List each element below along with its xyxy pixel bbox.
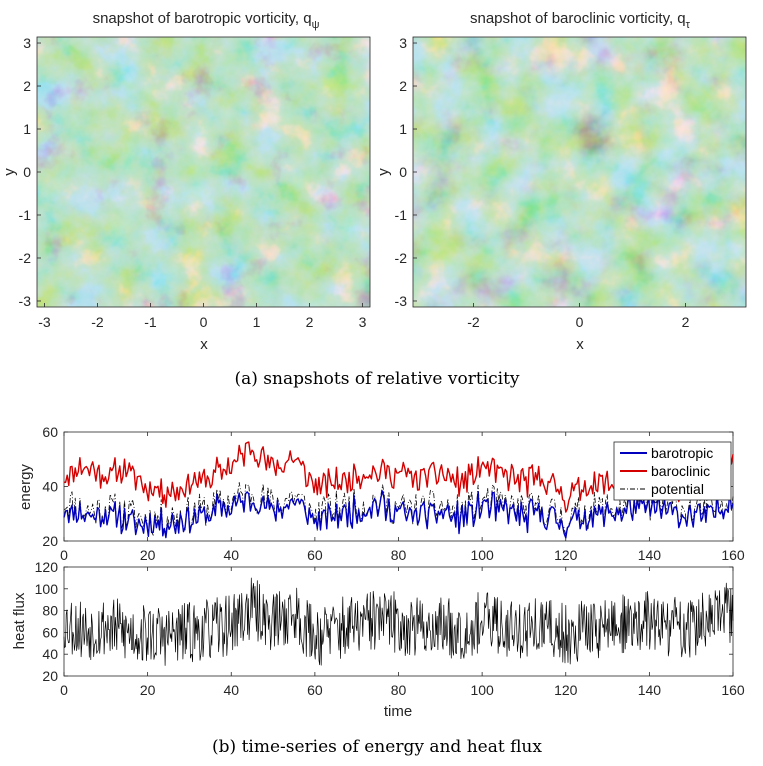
x-tick-label: 20 (140, 547, 156, 563)
x-tick-label: 20 (140, 682, 156, 698)
x-tick-label: 80 (391, 547, 407, 563)
x-tick-label: 0 (576, 314, 584, 330)
y-tick-label: 120 (35, 559, 59, 575)
legend-label-barotropic: barotropic (651, 445, 713, 461)
x-tick-label: 100 (470, 547, 494, 563)
y-tick-label: 40 (42, 646, 58, 662)
x-tick-label: 2 (682, 314, 690, 330)
x-tick-label: 0 (60, 547, 68, 563)
y-tick-label: 20 (42, 668, 58, 684)
y-tick-label: 3 (399, 35, 407, 51)
barotropic-title: snapshot of barotropic vorticity, qψ (93, 10, 320, 31)
legend-label-potential: potential (651, 481, 704, 497)
energy-legend: barotropic baroclinic potential (613, 441, 732, 501)
series-line-heat-flux (63, 577, 734, 666)
y-tick-label: -3 (19, 293, 32, 309)
series-line-barotropic (63, 489, 734, 539)
energy-ylabel: energy (17, 464, 34, 510)
x-tick-label: 2 (306, 314, 314, 330)
x-tick-label: 1 (253, 314, 261, 330)
y-tick-label: -3 (395, 293, 408, 309)
heatflux-ylabel: heat flux (11, 592, 28, 649)
y-tick-label: 20 (42, 533, 58, 549)
y-tick-label: -1 (395, 207, 408, 223)
x-tick-label: 140 (638, 682, 662, 698)
x-tick-label: 160 (721, 682, 745, 698)
y-tick-label: 0 (399, 164, 407, 180)
barotropic-ticks: -3 -2 -1 0 1 2 3 -3 -2 -1 0 1 2 3 (19, 35, 367, 330)
barotropic-panel: snapshot of barotropic vorticity, qψ -3-… (1, 10, 371, 353)
y-tick-label: 80 (42, 603, 58, 619)
y-tick-label: -1 (19, 207, 32, 223)
y-tick-label: 1 (23, 121, 31, 137)
baroclinic-title: snapshot of baroclinic vorticity, qτ (470, 10, 691, 31)
y-tick-label: 0 (23, 164, 31, 180)
x-tick-label: 0 (200, 314, 208, 330)
x-tick-label: -2 (91, 314, 104, 330)
x-tick-label: 40 (223, 682, 239, 698)
heatflux-lines (63, 577, 734, 666)
caption-a: (a) snapshots of relative vorticity (234, 369, 519, 389)
barotropic-ylabel: y (1, 168, 18, 176)
baroclinic-ylabel: y (375, 168, 392, 176)
y-tick-label: 40 (42, 479, 58, 495)
x-tick-label: 0 (60, 682, 68, 698)
x-tick-label: 60 (307, 682, 323, 698)
x-tick-label: 60 (307, 547, 323, 563)
barotropic-xlabel: x (200, 336, 208, 353)
series-line-potential (63, 482, 734, 536)
x-tick-label: 160 (721, 547, 745, 563)
x-tick-label: 120 (554, 682, 578, 698)
x-tick-label: 40 (223, 547, 239, 563)
baroclinic-xlabel: x (576, 336, 584, 353)
y-tick-label: 100 (35, 581, 59, 597)
x-tick-label: 80 (391, 682, 407, 698)
baroclinic-panel: snapshot of baroclinic vorticity, qτ -2 0… (375, 10, 747, 353)
x-tick-label: 3 (359, 314, 367, 330)
x-tick-label: 120 (554, 547, 578, 563)
y-tick-label: 2 (23, 78, 31, 94)
y-tick-label: 60 (42, 624, 58, 640)
y-tick-label: 2 (399, 78, 407, 94)
caption-b: (b) time-series of energy and heat flux (212, 737, 542, 757)
y-tick-label: -2 (19, 250, 32, 266)
legend-label-baroclinic: baroclinic (651, 463, 710, 479)
y-tick-label: 1 (399, 121, 407, 137)
baroclinic-vorticity-field (413, 37, 746, 307)
x-tick-label: 100 (470, 682, 494, 698)
barotropic-vorticity-field (37, 37, 370, 307)
x-tick-label: -3 (38, 314, 51, 330)
x-tick-label: 140 (638, 547, 662, 563)
x-tick-label: -2 (467, 314, 480, 330)
baroclinic-ticks: -2 0 2 -3 -2 -1 0 1 2 3 (395, 35, 690, 330)
y-tick-label: 3 (23, 35, 31, 51)
y-tick-label: -2 (395, 250, 408, 266)
y-tick-label: 60 (42, 424, 58, 440)
x-tick-label: -1 (144, 314, 157, 330)
heatflux-xlabel: time (384, 703, 412, 720)
